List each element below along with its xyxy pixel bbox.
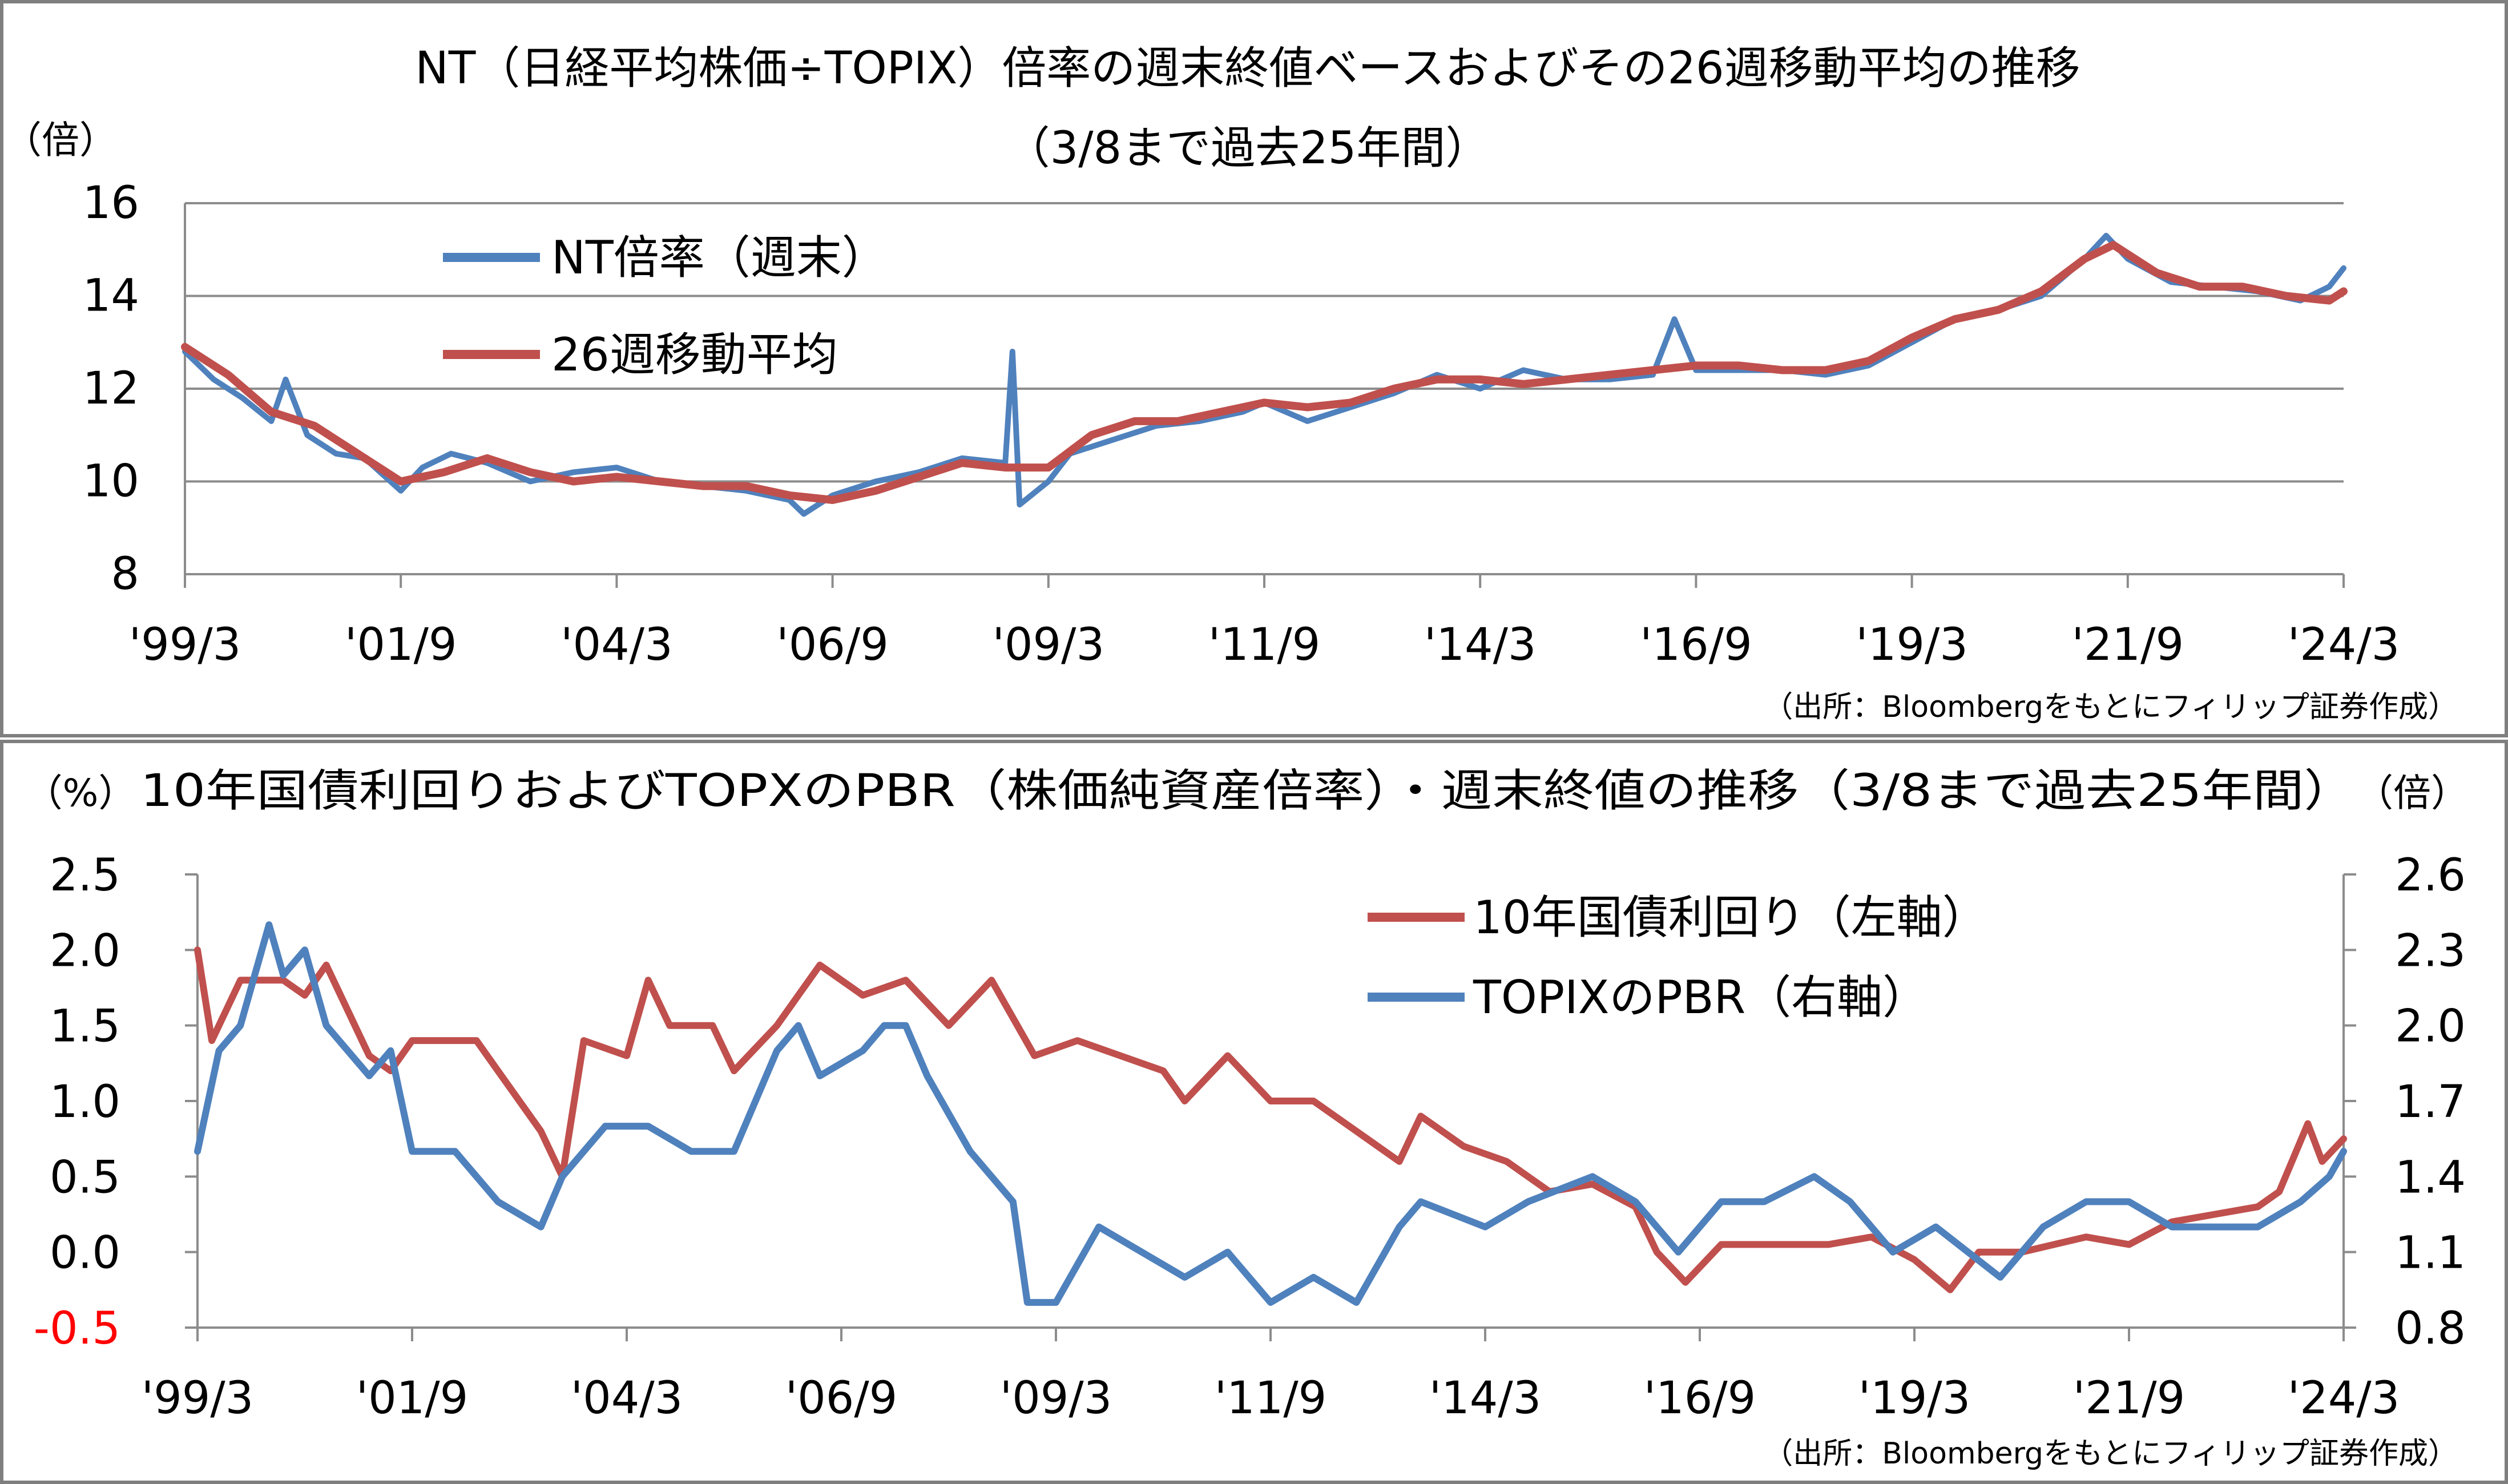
y-axis-unit-right: （倍）	[2356, 771, 2469, 815]
y-axis-unit-left: （%）	[25, 771, 136, 815]
x-tick-label: '11/9	[1215, 1373, 1327, 1424]
x-tick-label: '01/9	[356, 1373, 469, 1424]
x-tick-label: '19/3	[1856, 619, 1968, 671]
x-tick-label: '99/3	[129, 619, 241, 671]
x-tick-label: '01/9	[345, 619, 457, 671]
x-tick-label: '21/9	[2073, 1373, 2186, 1424]
chart-subtitle: （3/8まで過去25年間）	[1006, 123, 1490, 174]
y-tick-label-left: -0.5	[34, 1303, 120, 1354]
chart-title: NT（日経平均株価÷TOPIX）倍率の週末終値ベースおよびその26週移動平均の推…	[415, 43, 2080, 94]
nt-ratio-chart-panel: NT（日経平均株価÷TOPIX）倍率の週末終値ベースおよびその26週移動平均の推…	[0, 0, 2508, 737]
x-tick-label: '14/3	[1429, 1373, 1542, 1424]
y-tick-label-right: 1.4	[2395, 1152, 2466, 1203]
legend-label: TOPIXのPBR（右軸）	[1473, 971, 1928, 1024]
nt-ratio-26w-ma-line	[181, 241, 2348, 504]
y-tick-label: 10	[83, 456, 139, 507]
y-tick-label-left: 2.0	[50, 925, 120, 977]
source-note: （出所：Bloombergをもとにフィリップ証券作成）	[1763, 1437, 2458, 1471]
y-tick-label: 14	[83, 271, 139, 322]
y-tick-label-left: 1.0	[50, 1076, 120, 1128]
jgb-pbr-chart: （%） 10年国債利回りおよびTOPXのPBR（株価純資産倍率）・週末終値の推移…	[25, 765, 2469, 1471]
nt-ratio-chart: NT（日経平均株価÷TOPIX）倍率の週末終値ベースおよびその26週移動平均の推…	[4, 43, 2458, 724]
y-tick-label-left: 0.0	[50, 1228, 120, 1279]
jgb-10y-yield-line	[194, 946, 2347, 1293]
x-tick-label: '11/9	[1208, 619, 1321, 671]
y-tick-label-right: 2.3	[2395, 925, 2466, 977]
y-tick-label-right: 0.8	[2395, 1303, 2466, 1354]
legend-label: 10年国債利回り（左軸）	[1473, 891, 1988, 944]
x-tick-label: '16/9	[1644, 1373, 1756, 1424]
y-axis-unit: （倍）	[4, 118, 117, 162]
x-tick-label: '19/3	[1858, 1373, 1971, 1424]
x-tick-label: '99/3	[142, 1373, 254, 1424]
y-tick-label-right: 1.7	[2395, 1076, 2466, 1128]
legend-label: NT倍率（週末）	[551, 231, 888, 284]
topix-pbr-line	[194, 921, 2347, 1306]
chart-title: 10年国債利回りおよびTOPXのPBR（株価純資産倍率）・週末終値の推移（3/8…	[140, 765, 2355, 817]
y-tick-label: 8	[111, 549, 139, 600]
y-tick-label-right: 1.1	[2395, 1228, 2466, 1279]
x-tick-label: '09/3	[1000, 1373, 1112, 1424]
x-tick-label: '14/3	[1424, 619, 1537, 671]
y-tick-label-left: 2.5	[50, 850, 120, 901]
legend-label: 26週移動平均	[551, 328, 838, 381]
y-tick-label-right: 2.0	[2395, 1001, 2466, 1052]
x-tick-label: '04/3	[571, 1373, 683, 1424]
x-tick-label: '24/3	[2288, 1373, 2400, 1424]
x-tick-label: '04/3	[561, 619, 673, 671]
x-tick-label: '06/9	[785, 1373, 898, 1424]
y-tick-label: 12	[83, 363, 139, 414]
nt-ratio-weekly-line	[182, 232, 2346, 517]
source-note: （出所：Bloombergをもとにフィリップ証券作成）	[1763, 690, 2458, 724]
y-tick-label-right: 2.6	[2395, 850, 2466, 901]
x-tick-label: '06/9	[776, 619, 889, 671]
y-tick-label: 16	[83, 178, 139, 229]
y-tick-label-left: 0.5	[50, 1152, 120, 1203]
x-tick-label: '21/9	[2071, 619, 2184, 671]
x-tick-label: '16/9	[1640, 619, 1752, 671]
jgb-pbr-chart-panel: （%） 10年国債利回りおよびTOPXのPBR（株価純資産倍率）・週末終値の推移…	[0, 740, 2508, 1484]
x-tick-label: '09/3	[992, 619, 1104, 671]
x-tick-label: '24/3	[2288, 619, 2400, 671]
y-tick-label-left: 1.5	[50, 1001, 120, 1052]
